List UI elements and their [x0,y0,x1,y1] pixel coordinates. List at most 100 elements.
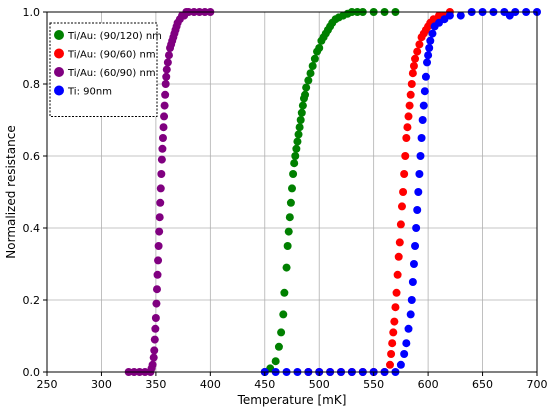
legend-marker [54,67,64,77]
data-point [396,360,405,369]
data-point [294,130,303,139]
data-point [421,72,430,81]
data-point [302,83,311,92]
legend-label: Ti/Au: (60/90) nm [67,68,156,79]
data-point [163,58,172,67]
data-point [308,62,317,70]
x-tick-label: 300 [91,378,112,391]
y-tick-label: 0.6 [23,150,41,163]
data-point [153,270,162,279]
data-point [419,101,428,110]
axis-ticks: 250 300 350 400 450 500 550 600 650 700 0.0 0.2 0.4 0… [23,6,548,391]
x-axis-label: Temperature [mK] [237,393,347,407]
data-point [387,350,396,358]
data-point [404,324,413,333]
data-point [297,108,306,117]
data-point [156,198,165,207]
legend-marker [54,30,64,40]
x-tick-label: 650 [472,378,493,391]
series-3 [124,8,215,376]
data-point [157,170,166,178]
data-point [445,11,454,20]
data-point [154,256,163,265]
data-point [388,339,397,348]
data-point [423,58,432,67]
data-point [412,224,421,232]
data-point [425,44,434,52]
data-point [295,123,304,132]
data-point [315,44,324,52]
legend-label: Ti/Au: (90/120) nm [67,31,162,42]
data-point [158,144,167,153]
data-point [395,238,404,247]
data-point [161,90,170,99]
data-point [396,220,405,229]
data-point [158,134,167,142]
legend-label: Ti/Au: (90/60) nm [67,50,156,61]
data-point [310,54,319,63]
data-point [293,137,302,146]
data-points [124,8,541,376]
data-point [285,213,294,222]
data-point [409,260,418,268]
data-point [416,152,425,160]
legend: Ti/Au: (90/120) nm Ti/Au: (90/60) nm Ti/Au… [49,22,162,117]
data-point [407,80,416,88]
plot-area-frame [46,11,538,373]
x-tick-label: 400 [200,378,221,391]
data-point [284,227,293,236]
y-tick-label: 0.0 [23,366,41,379]
data-point [407,296,416,304]
data-point [389,328,398,337]
data-point [162,72,171,81]
legend-marker [54,85,64,96]
data-point [288,184,296,193]
data-point [406,310,415,319]
data-point [277,328,286,337]
data-point [283,242,292,250]
data-point [403,123,412,132]
data-point [402,339,411,348]
data-point [271,357,280,366]
data-point [164,51,173,60]
x-tick-label: 350 [145,378,166,391]
y-axis-label: Normalized resistance [4,125,18,258]
y-tick-label: 0.4 [23,222,41,235]
data-point [400,350,409,358]
data-point [154,242,163,250]
data-point [408,278,417,286]
data-point [399,188,408,196]
data-point [413,206,422,214]
data-point [402,134,411,142]
data-point [411,54,420,63]
data-point [291,152,300,160]
x-tick-label: 600 [418,378,439,391]
data-point [160,112,169,121]
data-point [415,40,424,49]
data-point [150,346,159,355]
data-point [420,87,429,96]
data-point [296,116,305,124]
data-point [390,317,399,326]
data-point [397,202,406,211]
data-point [304,76,313,85]
data-point [298,101,307,110]
data-point [155,227,164,236]
data-point [160,101,169,110]
data-point [149,353,158,362]
legend-marker [54,48,64,59]
data-point [409,62,418,70]
data-point [280,288,289,297]
data-point [401,152,410,160]
data-point [156,184,165,193]
data-point [150,335,159,344]
data-point [148,360,157,369]
data-point [406,90,415,99]
data-point [391,303,400,312]
data-point [282,263,291,272]
data-point [400,170,409,178]
data-point [301,90,310,99]
data-point [411,242,420,250]
data-point [289,170,298,178]
